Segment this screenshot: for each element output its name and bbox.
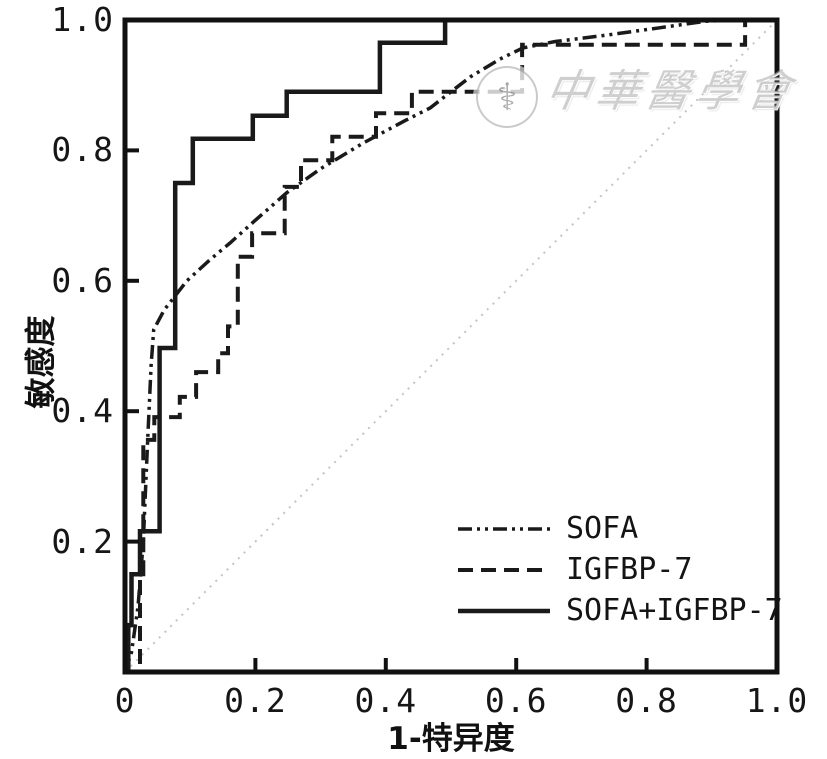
x-tick-label: 0.6 [484, 681, 548, 720]
legend-label: SOFA+IGFBP-7 [566, 593, 783, 628]
roc-curve-sofa-igfbp7 [125, 17, 777, 675]
legend-label: IGFBP-7 [566, 552, 693, 587]
y-tick-label: 0.2 [51, 521, 114, 561]
y-tick-label: 0.8 [51, 130, 114, 170]
x-axis-title: 1-特异度 [387, 721, 515, 757]
y-tick-label: 0.4 [51, 391, 114, 431]
x-tick-label: 0 [114, 681, 136, 720]
x-tick-label: 0.4 [354, 681, 418, 720]
y-tick-label: 0.6 [51, 260, 114, 300]
legend: SOFA IGFBP-7 SOFA+IGFBP-7 [458, 508, 783, 631]
x-tick-label: 0.8 [615, 681, 678, 720]
y-tick-label: 1.0 [51, 0, 114, 39]
roc-curve-sofa [123, 18, 777, 673]
plot-border [122, 17, 780, 675]
roc-curve-igfbp7 [125, 18, 777, 674]
legend-item-sofa-igfbp7: SOFA+IGFBP-7 [458, 590, 783, 631]
legend-swatch-solid [458, 608, 550, 613]
legend-item-sofa: SOFA [458, 508, 783, 549]
x-tick-label: 0.2 [224, 681, 287, 720]
legend-label: SOFA [566, 511, 639, 546]
legend-item-igfbp7: IGFBP-7 [458, 549, 783, 590]
x-tick-label: 1.0 [745, 681, 809, 720]
legend-swatch-dash-dot-dot [458, 526, 550, 531]
legend-swatch-dashed [458, 567, 550, 572]
reference-diagonal-line [124, 19, 778, 673]
